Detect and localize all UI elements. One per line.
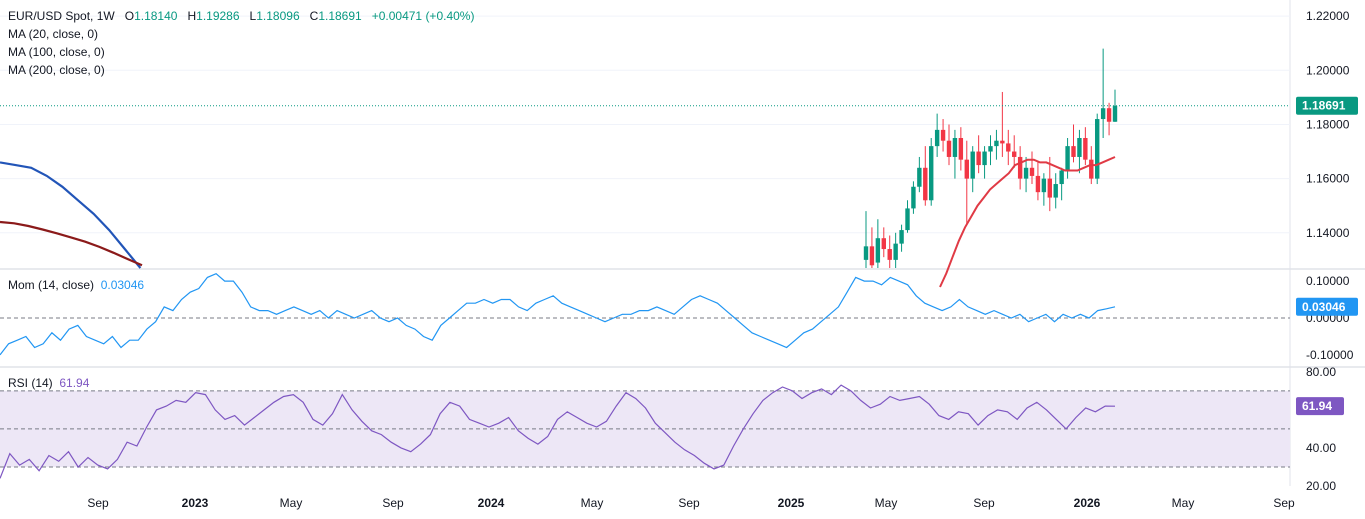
price-tick-label: 1.14000 — [1306, 226, 1350, 240]
candle-body — [1054, 184, 1058, 198]
mom-value: 0.03046 — [101, 278, 144, 292]
x-tick-label: 2024 — [478, 496, 505, 510]
rsi-label: RSI (14) — [8, 376, 53, 390]
candle-body — [959, 138, 963, 160]
candle-body — [976, 152, 980, 166]
candle-body — [1065, 146, 1069, 170]
candle-body — [1006, 143, 1010, 151]
rsi-tick-label: 40.00 — [1306, 441, 1336, 455]
x-tick-label: May — [581, 496, 604, 510]
candle-body — [1089, 160, 1093, 179]
candle-body — [1077, 138, 1081, 157]
mom-legend[interactable]: Mom (14, close) 0.03046 — [8, 278, 144, 292]
candle-body — [1024, 168, 1028, 179]
price-tick-label: 1.22000 — [1306, 9, 1350, 23]
x-tick-label: May — [875, 496, 898, 510]
candle-body — [1095, 119, 1099, 179]
change-value: +0.00471 (+0.40%) — [372, 9, 475, 23]
last-price-label: 1.18691 — [1302, 99, 1346, 113]
candle-body — [893, 244, 897, 260]
candle-body — [929, 146, 933, 200]
rsi-tick-label: 20.00 — [1306, 479, 1336, 493]
candle-body — [1101, 108, 1105, 119]
candle-body — [1030, 168, 1034, 176]
low-value: 1.18096 — [256, 9, 299, 23]
candle-body — [935, 130, 939, 146]
candle-body — [982, 152, 986, 166]
price-tick-label: 1.18000 — [1306, 117, 1350, 131]
candle-body — [905, 208, 909, 230]
candle-body — [870, 246, 874, 265]
x-tick-label: May — [280, 496, 303, 510]
open-value: 1.18140 — [134, 9, 177, 23]
x-tick-label: 2025 — [778, 496, 805, 510]
price-tick-label: 1.20000 — [1306, 63, 1350, 77]
close-label: C — [310, 9, 319, 23]
open-label: O — [125, 9, 134, 23]
mom-last-label: 0.03046 — [1302, 300, 1346, 314]
mom-line — [0, 274, 1115, 355]
x-tick-label: May — [1172, 496, 1195, 510]
candle-body — [876, 238, 880, 262]
close-value: 1.18691 — [318, 9, 361, 23]
rsi-tick-label: 80.00 — [1306, 365, 1336, 379]
candle-body — [923, 168, 927, 201]
candle-body — [965, 160, 969, 179]
candle-body — [1018, 157, 1022, 179]
high-value: 1.19286 — [196, 9, 239, 23]
x-tick-label: 2023 — [182, 496, 209, 510]
symbol-name: EUR/USD Spot, 1W — [8, 9, 115, 23]
candle-body — [917, 168, 921, 187]
mom-tick-label: 0.10000 — [1306, 274, 1350, 288]
candle-body — [1113, 106, 1117, 122]
candle-body — [911, 187, 915, 209]
ma20-legend[interactable]: MA (20, close, 0) — [8, 27, 98, 41]
mom-tick-label: -0.10000 — [1306, 348, 1354, 362]
x-tick-label: Sep — [1273, 496, 1295, 510]
x-tick-label: Sep — [382, 496, 404, 510]
candle-body — [1083, 138, 1087, 160]
x-tick-label: 2026 — [1074, 496, 1101, 510]
candle-body — [1012, 152, 1016, 157]
x-tick-label: Sep — [973, 496, 995, 510]
rsi-value: 61.94 — [59, 376, 89, 390]
candle-body — [988, 146, 992, 151]
ma200-legend[interactable]: MA (200, close, 0) — [8, 63, 105, 77]
candle-body — [888, 249, 892, 260]
symbol-legend[interactable]: EUR/USD Spot, 1W O1.18140 H1.19286 L1.18… — [8, 9, 474, 23]
high-label: H — [187, 9, 196, 23]
candle-body — [1059, 171, 1063, 185]
price-tick-label: 1.16000 — [1306, 172, 1350, 186]
candle-body — [1071, 146, 1075, 157]
candle-body — [864, 246, 868, 260]
x-tick-label: Sep — [678, 496, 700, 510]
candle-body — [1042, 179, 1046, 193]
candle-body — [1000, 141, 1004, 144]
rsi-last-label: 61.94 — [1302, 399, 1332, 413]
mom-label: Mom (14, close) — [8, 278, 94, 292]
candle-body — [1048, 179, 1052, 198]
candle-body — [882, 238, 886, 249]
rsi-legend[interactable]: RSI (14) 61.94 — [8, 376, 89, 390]
candle-body — [953, 138, 957, 157]
candle-body — [899, 230, 903, 244]
candle-body — [1107, 108, 1111, 122]
ma100-legend[interactable]: MA (100, close, 0) — [8, 45, 105, 59]
candle-body — [941, 130, 945, 141]
x-tick-label: Sep — [87, 496, 109, 510]
candle-body — [971, 152, 975, 179]
candle-body — [1036, 176, 1040, 192]
candle-body — [947, 141, 951, 157]
candle-body — [994, 141, 998, 146]
